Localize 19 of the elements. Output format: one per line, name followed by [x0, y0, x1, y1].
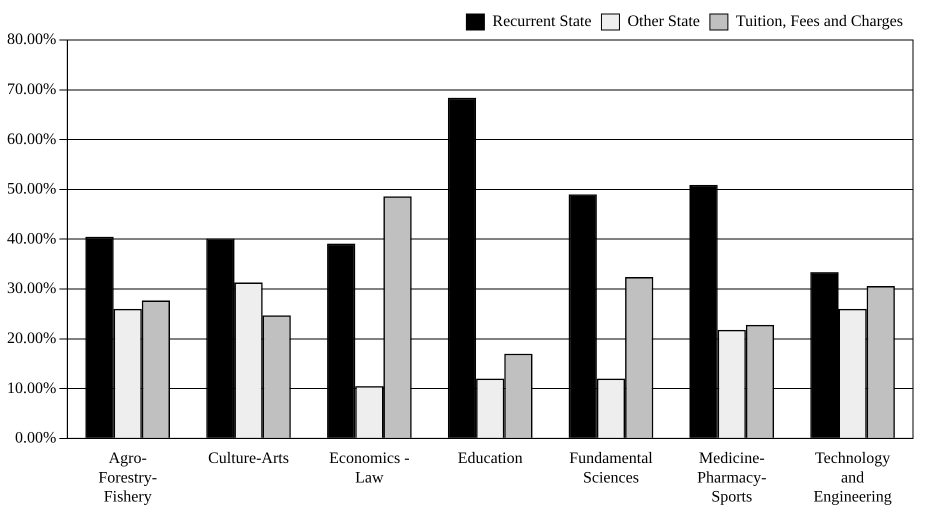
y-tick-label: 70.00%: [7, 81, 56, 98]
y-tick-label: 50.00%: [7, 180, 56, 198]
x-tick-label: Technology and Engineering: [813, 450, 892, 506]
legend-label: Other State: [627, 13, 700, 30]
y-tick-label: 30.00%: [7, 280, 56, 298]
y-tick-label: 20.00%: [7, 330, 56, 348]
y-tick-label: 80.00%: [7, 31, 56, 48]
x-tick-label: Education: [458, 450, 523, 468]
legend-label: Recurrent State: [492, 13, 592, 30]
y-tick-label: 10.00%: [7, 380, 56, 397]
x-tick-label: Fundamental Sciences: [569, 450, 654, 486]
x-tick-label: Agro-Forestry-Fishery: [98, 450, 158, 506]
y-tick-label: 0.00%: [15, 430, 56, 447]
legend-label: Tuition, Fees and Charges: [736, 13, 904, 30]
y-tick-label: 60.00%: [7, 130, 56, 148]
x-tick-label: Culture-Arts: [208, 450, 289, 468]
y-tick-label: 40.00%: [7, 230, 56, 248]
x-tick-label: Economics - Law: [329, 450, 410, 486]
x-tick-label: Medicine-Pharmacy-Sports: [697, 450, 766, 506]
